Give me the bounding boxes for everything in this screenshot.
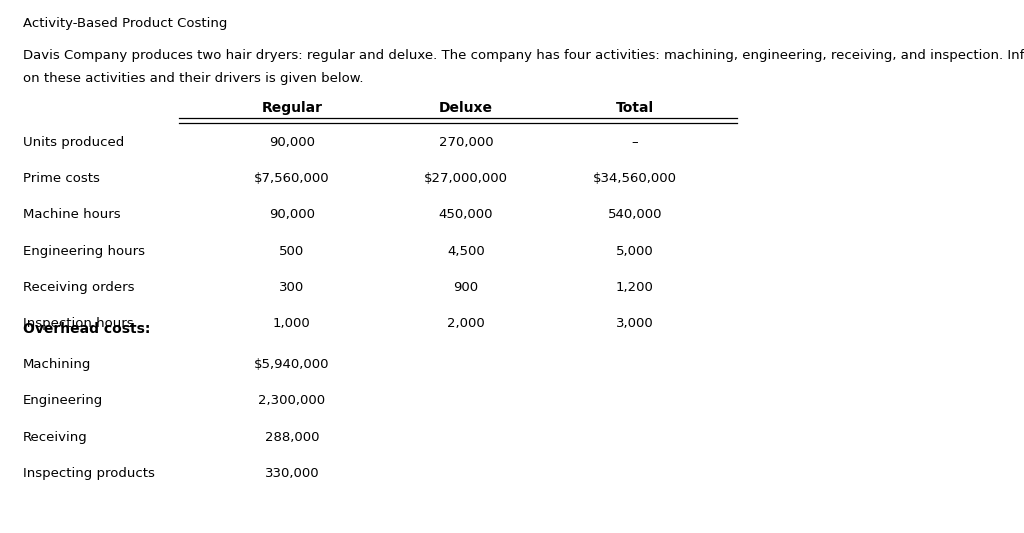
Text: Machining: Machining xyxy=(23,358,91,371)
Text: 4,500: 4,500 xyxy=(447,245,484,257)
Text: Davis Company produces two hair dryers: regular and deluxe. The company has four: Davis Company produces two hair dryers: … xyxy=(23,49,1024,62)
Text: $7,560,000: $7,560,000 xyxy=(254,172,330,185)
Text: 2,300,000: 2,300,000 xyxy=(258,394,326,407)
Text: Regular: Regular xyxy=(261,101,323,115)
Text: 288,000: 288,000 xyxy=(264,431,319,443)
Text: 1,200: 1,200 xyxy=(616,281,653,294)
Text: 90,000: 90,000 xyxy=(269,208,314,221)
Text: 3,000: 3,000 xyxy=(616,317,653,330)
Text: Total: Total xyxy=(615,101,654,115)
Text: 5,000: 5,000 xyxy=(616,245,653,257)
Text: 2,000: 2,000 xyxy=(447,317,484,330)
Text: $5,940,000: $5,940,000 xyxy=(254,358,330,371)
Text: 450,000: 450,000 xyxy=(438,208,494,221)
Text: Deluxe: Deluxe xyxy=(439,101,493,115)
Text: Inspection hours: Inspection hours xyxy=(23,317,133,330)
Text: Inspecting products: Inspecting products xyxy=(23,467,155,480)
Text: 1,000: 1,000 xyxy=(273,317,310,330)
Text: $27,000,000: $27,000,000 xyxy=(424,172,508,185)
Text: 270,000: 270,000 xyxy=(438,136,494,149)
Text: Machine hours: Machine hours xyxy=(23,208,120,221)
Text: 500: 500 xyxy=(280,245,304,257)
Text: 900: 900 xyxy=(454,281,478,294)
Text: Overhead costs:: Overhead costs: xyxy=(23,322,150,336)
Text: 300: 300 xyxy=(280,281,304,294)
Text: 90,000: 90,000 xyxy=(269,136,314,149)
Text: Receiving orders: Receiving orders xyxy=(23,281,134,294)
Text: –: – xyxy=(632,136,638,149)
Text: $34,560,000: $34,560,000 xyxy=(593,172,677,185)
Text: Activity-Based Product Costing: Activity-Based Product Costing xyxy=(23,17,227,30)
Text: 540,000: 540,000 xyxy=(607,208,663,221)
Text: on these activities and their drivers is given below.: on these activities and their drivers is… xyxy=(23,72,364,85)
Text: Prime costs: Prime costs xyxy=(23,172,99,185)
Text: Units produced: Units produced xyxy=(23,136,124,149)
Text: Engineering hours: Engineering hours xyxy=(23,245,144,257)
Text: Receiving: Receiving xyxy=(23,431,87,443)
Text: Engineering: Engineering xyxy=(23,394,102,407)
Text: 330,000: 330,000 xyxy=(264,467,319,480)
